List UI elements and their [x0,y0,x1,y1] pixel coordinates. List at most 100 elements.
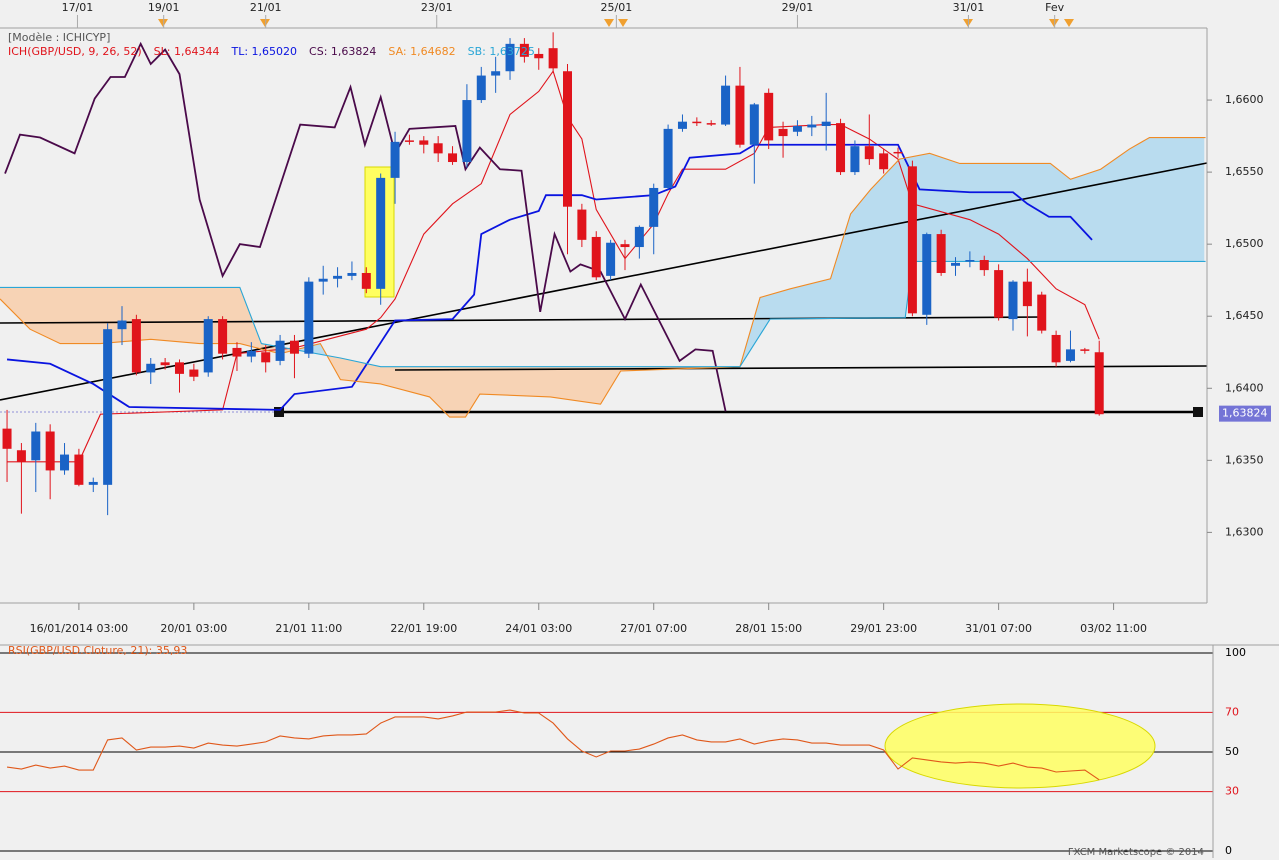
candle-body [361,272,371,289]
line-handle [274,407,284,417]
event-marker [260,19,270,27]
x-tick-label: 28/01 15:00 [735,622,802,635]
footer: FXCM Marketscope © 2014 [1068,847,1204,858]
event-marker [158,19,168,27]
candle-body [749,104,759,145]
candle-body [879,153,889,170]
candle-body [864,146,874,160]
candle-body [850,146,860,173]
candle-body [419,140,429,145]
x-tick-label: 21/01 11:00 [275,622,342,635]
candle-body [88,481,98,485]
legend-entry: TL: 1,65020 [230,45,297,58]
candle-body [433,143,443,154]
candle-body [146,363,156,373]
indicator-label: ICH(GBP/USD, 9, 26, 52) [8,45,142,58]
top-tick-label: 23/01 [421,1,453,14]
x-tick-label: 03/02 11:00 [1080,622,1147,635]
candle-body [304,281,314,354]
candle-body [563,71,573,207]
top-tick-label: 29/01 [782,1,814,14]
candle-body [893,151,903,154]
candle-body [505,43,515,72]
legend-entry: SA: 1,64682 [388,45,455,58]
rsi-title: RSI(GBP/USD.Cloture, 21): 35,93 [8,644,187,657]
indicator-line [7,70,1100,463]
candle-body [275,340,285,361]
candle-body [1037,294,1047,331]
rsi-line [6,709,1100,781]
candle-body [74,454,84,485]
candle-body [174,362,184,374]
candle-body [45,431,55,471]
candle-body [390,141,400,178]
candle-body [103,329,113,485]
top-tick-label: 25/01 [601,1,633,14]
indicator-line [0,136,1206,418]
candle-body [189,369,199,377]
highlight-ellipse [884,703,1156,789]
event-marker [1064,19,1074,27]
candle-body [778,128,788,137]
candle-body [1008,281,1018,320]
cloud [740,137,1205,367]
candle-body [721,85,731,125]
x-tick-label: 16/01/2014 03:00 [30,622,129,635]
legend-entry: CS: 1,63824 [309,45,376,58]
candle-body [347,272,357,276]
marks [0,32,1206,781]
candle-body [821,121,831,126]
candle-body [376,177,386,289]
candle-body [591,236,601,278]
line-handle [1193,407,1203,417]
candle-body [764,92,774,141]
y-tick-label: 1,6450 [1225,309,1264,322]
candle-body [1051,334,1061,363]
top-tick-label: 19/01 [148,1,180,14]
candle-body [1094,352,1104,415]
candle-body [261,352,271,363]
y-tick-label: 30 [1225,785,1239,798]
candle-body [476,75,486,101]
legend: ICH(GBP/USD, 9, 26, 52) SL: 1,64344 TL: 1,… [8,45,535,58]
y-tick-label: 100 [1225,646,1246,659]
frames [0,27,1279,858]
event-marker [618,19,628,27]
candle-body [979,260,989,271]
candle-body [634,226,644,248]
candle-body [836,123,846,173]
candle-body [462,100,472,163]
y-tick-label: 1,6350 [1225,453,1264,466]
candle-body [649,187,659,227]
y-tick-label: 70 [1225,705,1239,718]
top-tick-label: 21/01 [250,1,282,14]
candle-body [131,319,141,373]
candle-body [965,260,975,262]
top-tick-label: 31/01 [953,1,985,14]
candle-body [218,319,228,354]
candle-body [735,85,745,145]
candle-body [548,48,558,69]
drawings [0,19,1208,789]
model-label: [Modèle : ICHICYP] [8,31,110,44]
y-tick-label: 1,6400 [1225,381,1264,394]
x-tick-label: 27/01 07:00 [620,622,687,635]
candle-body [936,234,946,273]
y-tick-label: 1,6500 [1225,237,1264,250]
candle-body [792,125,802,132]
y-tick-label: 50 [1225,745,1239,758]
candle-body [1022,281,1032,307]
candle-body [807,124,817,128]
candle-body [31,431,41,461]
candle-body [318,278,328,282]
event-marker [604,19,614,27]
candle-body [333,275,343,279]
price-marker [1219,405,1271,422]
candle-body [160,362,170,366]
candle-body [289,340,299,354]
candle-body [448,153,458,163]
candle-body [232,347,242,357]
trend-line [394,365,1208,371]
top-tick-label: 17/01 [62,1,94,14]
